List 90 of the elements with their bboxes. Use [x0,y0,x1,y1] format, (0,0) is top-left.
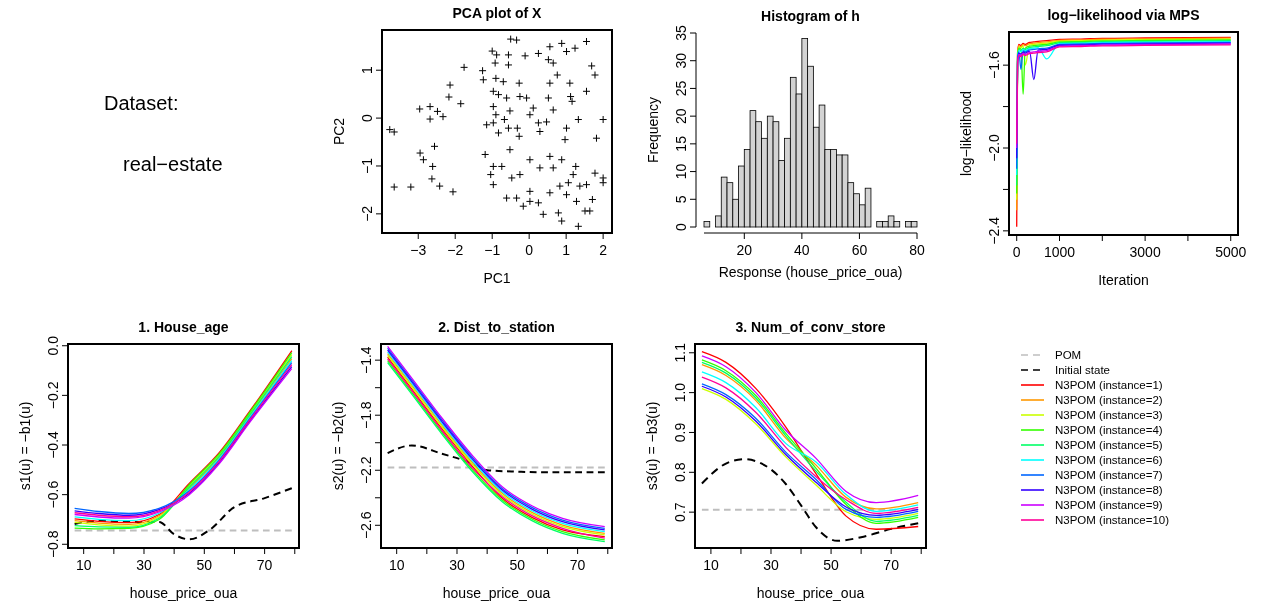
x-tick-label: 60 [851,242,868,258]
y-tick-label: −1 [359,157,375,174]
x-tick-label: 40 [794,242,810,258]
y-tick-label: 10 [673,163,689,180]
y-tick-label: −2 [359,205,375,222]
line-series [73,487,293,541]
legend-label: N3POM (instance=3) [1055,409,1163,421]
legend-label: N3POM (instance=1) [1055,379,1163,391]
chart-title: log−likelihood via MPS [1047,7,1200,23]
x-axis-title: PC1 [483,270,511,286]
y-tick-label: −1.4 [358,346,374,374]
y-axis-title: s3(u) = −b3(u) [644,401,660,491]
x-tick-label: 0 [525,242,534,258]
x-tick-label: 1000 [1043,244,1076,260]
y-tick-label: 0.9 [672,422,688,443]
x-tick-label: −3 [410,242,427,258]
legend-label: POM [1055,349,1082,361]
y-tick-label: 15 [673,135,689,152]
y-tick-label: 1 [359,66,375,75]
y-tick-label: 0.7 [672,502,688,522]
y-tick-label: −0.2 [45,381,61,410]
y-tick-label: 0 [359,113,375,122]
x-tick-label: 80 [909,242,925,258]
x-tick-label: 10 [75,557,92,573]
y-tick-label: −0.4 [45,430,61,459]
x-tick-label: 50 [509,557,526,573]
y-tick-label: 25 [673,80,689,97]
legend-label: N3POM (instance=7) [1055,469,1163,481]
y-tick-label: −1.6 [986,51,1002,79]
y-tick-label: 0.0 [45,335,61,356]
legend-label: N3POM (instance=9) [1055,499,1163,511]
x-tick-label: 30 [136,557,152,573]
legend-label: Initial state [1055,364,1110,376]
y-tick-label: 5 [673,195,689,204]
x-axis-title: Iteration [1098,272,1149,288]
y-tick-label: 1.0 [672,382,688,403]
x-tick-label: 1 [562,242,571,258]
x-tick-label: −2 [447,242,464,258]
y-tick-label: −1.8 [358,401,374,430]
legend-label: N3POM (instance=10) [1055,514,1170,526]
legend-label: N3POM (instance=4) [1055,424,1163,436]
x-tick-label: −1 [484,242,501,258]
chart-title: 1. House_age [138,319,229,335]
x-tick-label: 20 [736,242,753,258]
x-axis-title: Response (house_price_oua) [718,264,903,280]
y-tick-label: 0 [673,222,689,231]
x-axis-title: house_price_oua [442,585,551,601]
x-tick-label: 10 [703,557,719,573]
x-tick-label: 50 [823,557,840,573]
y-tick-label: 1.1 [672,342,688,363]
legend-label: N3POM (instance=2) [1055,394,1163,406]
x-tick-label: 70 [569,557,586,573]
x-axis-title: house_price_oua [129,585,238,601]
y-tick-label: −2.0 [986,133,1002,162]
chart-title: PCA plot of X [452,5,543,21]
x-tick-label: 10 [388,557,405,573]
text: Dataset: [104,92,179,114]
y-tick-label: −2.4 [986,216,1002,245]
chart-title: 2. Dist_to_station [438,319,555,335]
y-axis-title: s1(u) = −b1(u) [17,401,33,491]
line-series [386,444,606,474]
legend-label: N3POM (instance=8) [1055,484,1163,496]
y-axis-title: PC2 [331,117,347,146]
y-tick-label: 30 [673,52,689,69]
chart-title: 3. Num_of_conv_store [735,319,886,335]
y-tick-label: −2.2 [358,456,374,485]
y-tick-label: 0.8 [672,462,688,483]
y-axis-title: log−likelihood [958,90,974,177]
x-tick-label: 5000 [1215,244,1247,260]
legend-label: N3POM (instance=5) [1055,439,1163,451]
chart-title: Histogram of h [761,8,860,24]
y-tick-label: 20 [673,108,689,124]
x-tick-label: 70 [256,557,273,573]
x-tick-label: 70 [883,557,900,573]
x-tick-label: 50 [196,557,213,573]
x-tick-label: 0 [1012,244,1021,260]
legend-label: N3POM (instance=6) [1055,454,1163,466]
y-tick-label: 35 [673,25,689,41]
y-tick-label: −2.6 [358,511,374,540]
x-axis-title: house_price_oua [756,585,865,601]
x-tick-label: 3000 [1129,244,1161,260]
y-tick-label: −0.6 [45,480,61,509]
y-axis-title: Frequency [645,96,661,164]
y-tick-label: −0.8 [45,530,61,559]
x-tick-label: 2 [599,242,608,258]
y-axis-title: s2(u) = −b2(u) [330,401,346,491]
x-tick-label: 30 [449,557,465,573]
line-series [700,458,920,542]
text: real−estate [123,153,223,175]
x-tick-label: 30 [763,557,779,573]
